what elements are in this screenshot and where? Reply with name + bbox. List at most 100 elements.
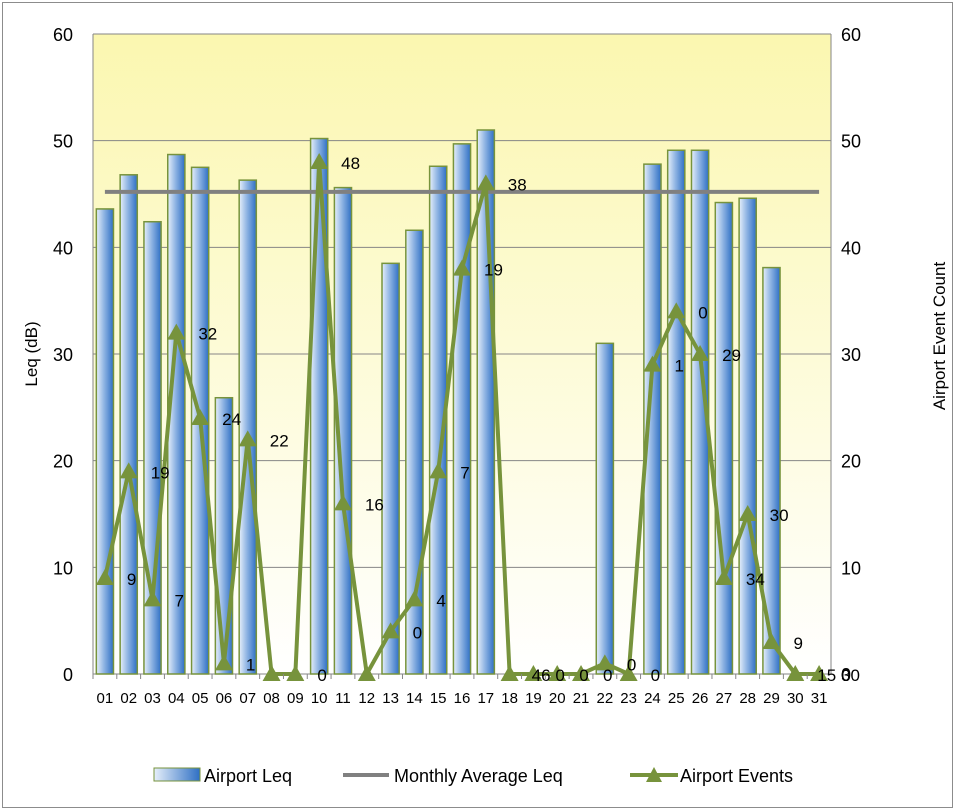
event-marker — [500, 665, 519, 681]
bar — [119, 174, 139, 675]
event-marker — [286, 665, 305, 681]
x-tick-label: 27 — [716, 690, 733, 707]
right-tick-label: 60 — [841, 25, 861, 45]
event-marker — [667, 302, 686, 319]
x-tick-label: 16 — [454, 690, 471, 707]
legend: Airport Leq Monthly Average Leq Airport … — [153, 766, 793, 786]
right-axis-title: Airport Event Count — [930, 262, 949, 411]
left-tick-label: 50 — [53, 132, 73, 152]
left-tick-label: 40 — [53, 238, 73, 258]
legend-marker-airport-events — [646, 767, 662, 782]
x-tick-label: 31 — [811, 690, 828, 707]
event-marker — [524, 665, 543, 681]
event-data-label: 3 — [841, 666, 850, 685]
event-data-label: 46 — [532, 666, 551, 685]
x-axis-ticks: 01 02 03 04 05 06 07 08 09 10 11 12 13 14 15 16 17 18 19 20… — [92, 674, 828, 707]
event-data-label: 4 — [436, 591, 445, 610]
event-marker — [405, 590, 424, 607]
event-data-label: 7 — [175, 591, 184, 610]
event-data-label: 0 — [555, 666, 564, 685]
x-tick-label: 18 — [501, 690, 518, 707]
legend-item-airport-events: Airport Events — [630, 766, 793, 786]
event-data-label: 34 — [746, 570, 765, 589]
event-data-label: 0 — [841, 666, 850, 685]
event-data-label: 7 — [460, 463, 469, 482]
event-marker — [381, 622, 400, 639]
event-marker — [572, 665, 591, 681]
event-data-label: 0 — [317, 666, 326, 685]
event-marker — [476, 174, 495, 191]
x-tick-label: 02 — [120, 690, 137, 707]
event-marker — [95, 569, 114, 585]
bar — [381, 262, 400, 675]
event-marker — [429, 462, 448, 479]
legend-label-monthly-average: Monthly Average Leq — [394, 766, 563, 786]
event-marker — [310, 153, 329, 169]
event-data-label: 30 — [770, 506, 789, 525]
event-data-label: 29 — [722, 346, 741, 365]
bar — [762, 266, 781, 675]
event-marker — [810, 665, 829, 681]
x-tick-label: 23 — [620, 690, 637, 707]
event-data-label: 0 — [603, 666, 612, 685]
x-tick-label: 01 — [97, 690, 114, 707]
event-marker — [143, 590, 162, 607]
bar — [595, 342, 615, 675]
event-marker — [762, 633, 781, 649]
event-data-label: 00 — [841, 666, 860, 685]
bar — [405, 229, 424, 675]
event-data-label: 38 — [508, 175, 527, 194]
left-tick-label: 30 — [53, 345, 73, 365]
event-data-label: 0 — [627, 655, 636, 674]
right-tick-label: 10 — [841, 558, 861, 578]
bar — [666, 149, 686, 675]
event-marker — [595, 654, 614, 671]
event-data-label: 24 — [222, 410, 241, 429]
x-tick-label: 11 — [335, 690, 351, 707]
event-data-label: 22 — [270, 431, 289, 450]
x-tick-label: 12 — [358, 690, 375, 707]
x-tick-label: 28 — [739, 690, 756, 707]
legend-label-airport-leq: Airport Leq — [204, 766, 292, 786]
event-marker — [357, 665, 376, 681]
x-tick-label: 29 — [763, 690, 780, 707]
event-marker — [238, 430, 257, 447]
x-tick-label: 21 — [573, 690, 590, 707]
bar — [214, 396, 234, 675]
x-tick-label: 20 — [549, 690, 566, 707]
event-data-label: 0 — [579, 666, 588, 685]
event-data-label: 0 — [841, 666, 850, 685]
bar — [452, 143, 472, 675]
bar — [428, 165, 448, 675]
x-tick-label: 26 — [692, 690, 709, 707]
x-tick-label: 30 — [787, 690, 804, 707]
event-marker — [786, 665, 805, 681]
event-data-label: 1 — [246, 655, 255, 674]
event-data-label: 16 — [365, 495, 384, 514]
event-marker — [714, 569, 733, 585]
right-tick-label: 50 — [841, 132, 861, 152]
event-marker — [262, 665, 281, 681]
left-axis-title: Leq (dB) — [22, 321, 41, 386]
left-tick-label: 10 — [53, 558, 73, 578]
event-marker — [643, 355, 662, 372]
x-tick-label: 25 — [668, 690, 685, 707]
x-tick-label: 09 — [287, 690, 304, 707]
airport-events-line — [95, 153, 829, 681]
event-marker — [691, 345, 710, 361]
event-data-label: 19 — [151, 463, 170, 482]
event-marker — [333, 494, 352, 511]
event-marker — [738, 505, 757, 521]
x-tick-label: 14 — [406, 690, 423, 707]
bar — [738, 197, 757, 675]
left-tick-label: 20 — [53, 452, 73, 472]
x-tick-label: 17 — [477, 690, 494, 707]
left-tick-label: 0 — [63, 665, 73, 685]
left-tick-label: 60 — [53, 25, 73, 45]
x-tick-label: 22 — [596, 690, 613, 707]
bar — [309, 137, 329, 675]
event-data-label: 1 — [674, 357, 683, 376]
bar — [690, 149, 710, 675]
bar — [714, 201, 734, 675]
